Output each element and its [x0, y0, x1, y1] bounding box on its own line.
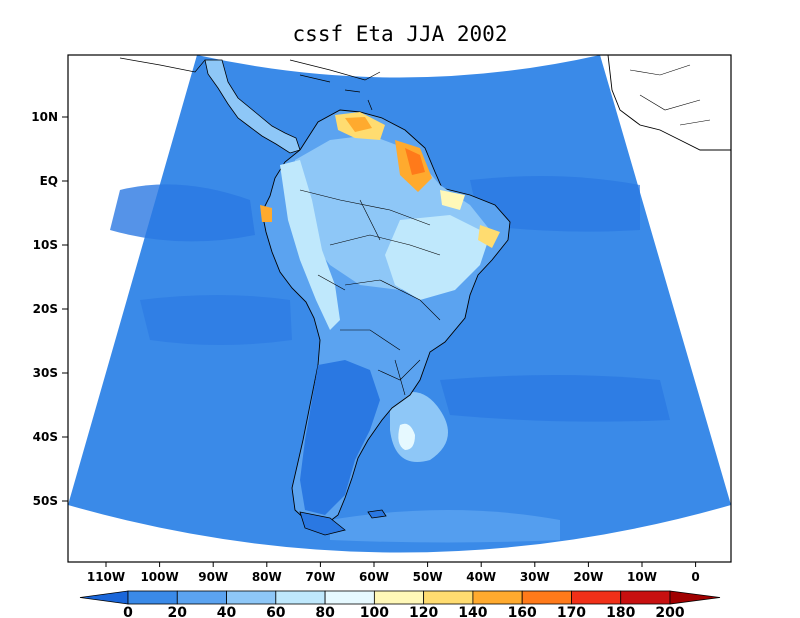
lat-tick-label: 10S — [33, 238, 58, 252]
lat-tick-label: 20S — [33, 302, 58, 316]
hotspot-northeast-brazil — [478, 225, 500, 248]
colorbar-box — [127, 590, 178, 605]
colorbar: 0 20 40 60 80 100 120 140 160 170 180 200 — [79, 590, 721, 618]
ocean-plume-patagonia-core — [398, 423, 415, 450]
colorbar-box — [176, 590, 227, 605]
ocean-band-south-light — [330, 510, 560, 543]
colorbar-label: 200 — [655, 605, 684, 618]
lat-tick-label: 40S — [33, 430, 58, 444]
colorbar-box — [620, 590, 671, 605]
land-caribbean-islands — [299, 74, 373, 111]
lon-tick-label: 20W — [573, 570, 603, 584]
colorbar-label: 0 — [123, 605, 133, 618]
colorbar-label: 60 — [266, 605, 286, 618]
colorbar-box — [373, 590, 425, 605]
ocean-band-tropical-pacific — [110, 184, 255, 242]
land-brazil-highlands — [385, 215, 490, 300]
africa-borders — [629, 64, 711, 126]
colorbar-label: 160 — [508, 605, 537, 618]
lon-tick-label: 50W — [413, 570, 443, 584]
lon-tick-label: 70W — [305, 570, 335, 584]
lon-tick-label: 10W — [627, 570, 657, 584]
country-borders — [299, 189, 441, 396]
lon-tick-label: 40W — [466, 570, 496, 584]
lon-tick-label: 110W — [87, 570, 125, 584]
lat-tick-label: 30S — [33, 366, 58, 380]
colorbar-box — [275, 590, 326, 605]
ocean-band-south-atlantic — [440, 375, 670, 422]
colorbar-label: 180 — [606, 605, 635, 618]
lon-tick-label: 0 — [691, 570, 699, 584]
ocean-band-atlantic-tropical — [470, 176, 640, 232]
colorbar-label: 80 — [315, 605, 335, 618]
map-panel — [67, 54, 732, 563]
hotspot-venezuela-core — [345, 117, 372, 132]
latitude-axis: 10N EQ 10S 20S 30S 40S 50S — [31, 110, 68, 508]
colorbar-label: 100 — [360, 605, 389, 618]
land-andes-light — [280, 160, 340, 330]
colorbar-box — [423, 590, 474, 605]
colorbar-label: 170 — [557, 605, 586, 618]
lon-tick-label: 60W — [359, 570, 389, 584]
land-north-america-outline — [119, 57, 381, 81]
lon-tick-label: 90W — [198, 570, 228, 584]
colorbar-box — [521, 590, 572, 605]
colorbar-label: 20 — [168, 605, 188, 618]
land-tierra-del-fuego — [299, 511, 346, 536]
longitude-axis: 110W 100W 90W 80W 70W 60W 50W 40W 30W 20W 10W 0 — [87, 562, 700, 584]
map-title: cssf Eta JJA 2002 — [293, 22, 508, 46]
lon-tick-label: 30W — [520, 570, 550, 584]
hotspot-ecuador-coast — [260, 205, 272, 222]
colorbar-box — [472, 590, 523, 605]
lon-tick-label: 80W — [252, 570, 282, 584]
colorbar-box — [226, 590, 277, 605]
colorbar-box — [324, 590, 375, 605]
colorbar-over-triangle — [669, 590, 721, 605]
colorbar-box — [571, 590, 622, 605]
land-southern-cone-dark — [300, 360, 380, 515]
land-falklands — [367, 509, 387, 519]
lon-tick-label: 100W — [140, 570, 178, 584]
colorbar-label: 40 — [217, 605, 237, 618]
hotspot-guianas-core — [405, 148, 425, 175]
ocean-band-south-pacific — [140, 295, 292, 345]
lat-tick-label: 50S — [33, 494, 58, 508]
lat-tick-label: 10N — [31, 110, 58, 124]
land-central-america — [204, 59, 301, 154]
hotspot-amazon-delta — [440, 190, 465, 210]
colorbar-label: 120 — [409, 605, 438, 618]
lat-tick-label: EQ — [40, 174, 58, 188]
colorbar-label: 140 — [458, 605, 487, 618]
colorbar-under-triangle — [79, 590, 129, 605]
